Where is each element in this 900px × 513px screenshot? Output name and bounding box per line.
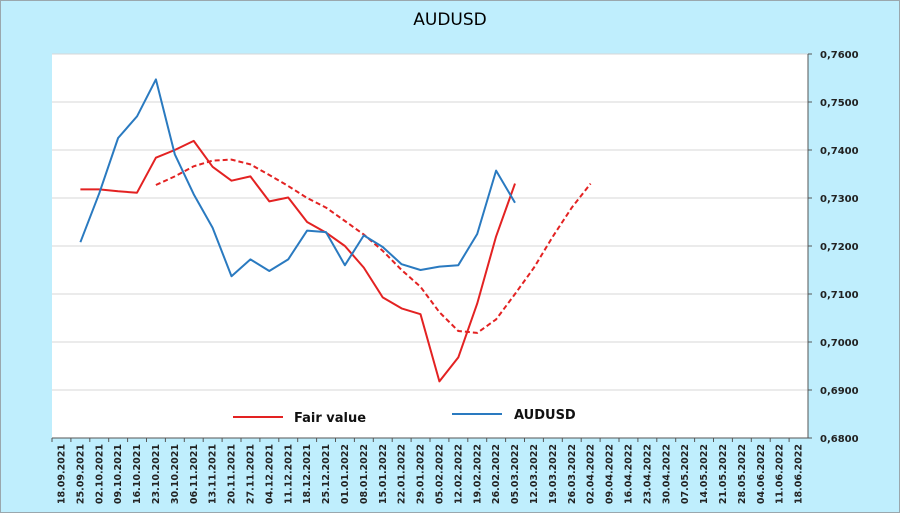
x-tick-label: 30.10.2021 — [170, 444, 181, 504]
y-tick-label: 0,7500 — [820, 98, 859, 109]
x-tick-label: 18.09.2021 — [56, 444, 67, 504]
x-tick-label: 18.12.2021 — [302, 444, 313, 504]
x-tick-label: 14.05.2022 — [699, 444, 710, 504]
x-tick-label: 23.04.2022 — [642, 444, 653, 504]
x-tick-label: 30.04.2022 — [661, 444, 672, 504]
y-tick-label: 0,7600 — [820, 50, 859, 61]
x-tick-label: 04.06.2022 — [756, 444, 767, 504]
x-tick-label: 11.06.2022 — [775, 444, 786, 504]
x-tick-label: 29.01.2022 — [416, 444, 427, 504]
audusd-line — [79, 78, 516, 278]
legend-audusd-label: AUDUSD — [514, 408, 576, 423]
y-tick-label: 0,7400 — [820, 146, 859, 157]
x-tick-label: 02.04.2022 — [586, 444, 597, 504]
x-tick-label: 26.03.2022 — [567, 444, 578, 504]
y-tick-label: 0,7200 — [820, 242, 859, 253]
x-tick-label: 09.10.2021 — [113, 444, 124, 504]
y-tick-label: 0,6800 — [820, 434, 859, 445]
x-tick-label: 12.03.2022 — [529, 444, 540, 504]
x-tick-label: 06.11.2021 — [189, 444, 200, 504]
x-tick-label: 21.05.2022 — [718, 444, 729, 504]
x-tick-label: 04.12.2021 — [264, 444, 275, 504]
x-tick-label: 27.11.2021 — [245, 444, 256, 504]
x-tick-label: 12.02.2022 — [453, 444, 464, 504]
x-tick-label: 25.12.2021 — [321, 444, 332, 504]
chart-title: AUDUSD — [413, 10, 487, 30]
x-tick-label: 23.10.2021 — [151, 444, 162, 504]
x-tick-label: 15.01.2022 — [378, 444, 389, 504]
x-tick-label: 19.02.2022 — [472, 444, 483, 504]
x-tick-label: 01.01.2022 — [340, 444, 351, 504]
y-tick-label: 0,7300 — [820, 194, 859, 205]
x-tick-label: 09.04.2022 — [605, 444, 616, 504]
y-tick-label: 0,7100 — [820, 290, 859, 301]
x-tick-label: 02.10.2021 — [94, 444, 105, 504]
x-tick-label: 16.10.2021 — [132, 444, 143, 504]
x-tick-label: 07.05.2022 — [680, 444, 691, 504]
x-tick-label: 11.12.2021 — [283, 444, 294, 504]
x-tick-label: 28.05.2022 — [737, 444, 748, 504]
y-tick-label: 0,6900 — [820, 386, 859, 397]
x-tick-label: 08.01.2022 — [359, 444, 370, 504]
x-tick-label: 26.02.2022 — [491, 444, 502, 504]
x-tick-label: 22.01.2022 — [397, 444, 408, 504]
x-tick-label: 19.03.2022 — [548, 444, 559, 504]
x-tick-label: 16.04.2022 — [623, 444, 634, 504]
fair-value-forecast-line — [155, 158, 592, 334]
fair-value-line — [80, 139, 516, 383]
x-tick-label: 18.06.2022 — [794, 444, 805, 504]
x-tick-label: 20.11.2021 — [227, 444, 238, 504]
y-tick-label: 0,7000 — [820, 338, 859, 349]
x-tick-label: 05.02.2022 — [434, 444, 445, 504]
x-tick-label: 13.11.2021 — [208, 444, 219, 504]
x-tick-label: 05.03.2022 — [510, 444, 521, 504]
x-tick-label: 25.09.2021 — [75, 444, 86, 504]
legend-fair-value-label: Fair value — [294, 411, 366, 426]
